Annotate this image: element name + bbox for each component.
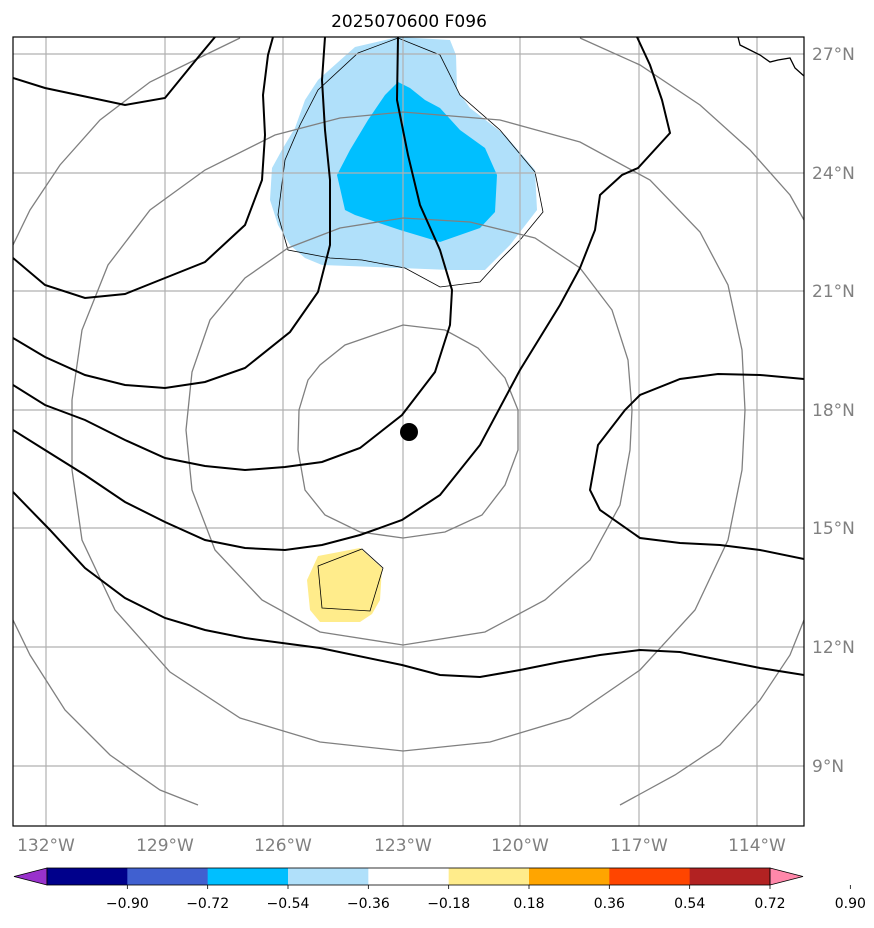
latitude-label: 15°N	[812, 519, 855, 539]
colorbar-tick-label: 0.72	[754, 896, 785, 912]
threshold-outline-north	[277, 37, 544, 288]
contour-1	[13, 37, 216, 107]
colorbar-segment	[207, 868, 289, 885]
latitude-label: 9°N	[812, 757, 844, 777]
latitude-label: 18°N	[812, 401, 855, 421]
latitude-label: 27°N	[812, 45, 855, 65]
colorbar-tick-label: −0.72	[186, 896, 229, 912]
contour-6	[13, 491, 804, 679]
colorbar-segment	[288, 868, 369, 885]
coastline	[737, 37, 804, 77]
colorbar-tick-label: 0.18	[513, 896, 544, 912]
colorbar-segment	[529, 868, 610, 885]
graticule	[13, 37, 804, 826]
latitude-label: 12°N	[812, 638, 855, 658]
colorbar-tick-label: −0.90	[106, 896, 149, 912]
colorbar	[13, 867, 804, 886]
colorbar-segment	[368, 868, 450, 885]
longitude-labels: 132°W 129°W 126°W 123°W 120°W 117°W 114°W	[17, 836, 786, 856]
colorbar-segment	[47, 868, 128, 885]
center-marker	[400, 423, 418, 441]
contour-4	[13, 37, 454, 472]
longitude-label: 129°W	[136, 836, 194, 856]
map-content	[13, 37, 804, 826]
colorbar-tick-label: −0.18	[427, 896, 470, 912]
colorbar-segment	[448, 868, 530, 885]
range-ring-3	[71, 111, 746, 752]
range-ring-4d	[619, 619, 804, 806]
colorbar-segment	[127, 868, 209, 885]
colorbar-segment	[609, 868, 691, 885]
range-ring-2	[185, 217, 633, 646]
longitude-label: 117°W	[610, 836, 668, 856]
contour-2	[13, 37, 274, 300]
colorbar-extend-low	[13, 867, 48, 886]
longitude-label: 123°W	[374, 836, 432, 856]
contour-5	[13, 37, 672, 552]
colorbar-tick-label: 0.36	[594, 896, 625, 912]
range-ring-4b	[579, 37, 804, 221]
map-title: 2025070600 F096	[331, 12, 487, 32]
contour-3	[13, 37, 331, 390]
range-rings	[13, 37, 804, 806]
colorbar-extend-high	[769, 867, 804, 886]
blue-region	[337, 82, 497, 242]
colorbar-tick-label: 0.54	[674, 896, 705, 912]
map-frame	[12, 36, 805, 827]
range-ring-4	[13, 37, 241, 246]
colorbar-tick-label: −0.36	[347, 896, 390, 912]
contours	[13, 37, 804, 679]
longitude-label: 126°W	[254, 836, 312, 856]
threshold-outline-south	[317, 548, 384, 612]
latitude-label: 21°N	[812, 282, 855, 302]
colorbar-labels: −0.90 −0.72 −0.54 −0.36 −0.18 0.18 0.36 0.54 0.7…	[106, 885, 866, 912]
longitude-label: 120°W	[491, 836, 549, 856]
colorbar-frame	[46, 867, 771, 886]
yellow-region	[307, 548, 382, 622]
latitude-labels: 27°N 24°N 21°N 18°N 15°N 12°N 9°N	[812, 45, 855, 777]
contour-7	[588, 372, 804, 560]
colorbar-tick-label: −0.54	[267, 896, 310, 912]
longitude-label: 132°W	[17, 836, 75, 856]
range-ring-1	[297, 324, 519, 539]
latitude-label: 24°N	[812, 164, 855, 184]
longitude-label: 114°W	[728, 836, 786, 856]
colorbar-segment	[689, 868, 771, 885]
colorbar-tick-label: 0.90	[835, 896, 866, 912]
range-ring-4c	[13, 619, 199, 806]
